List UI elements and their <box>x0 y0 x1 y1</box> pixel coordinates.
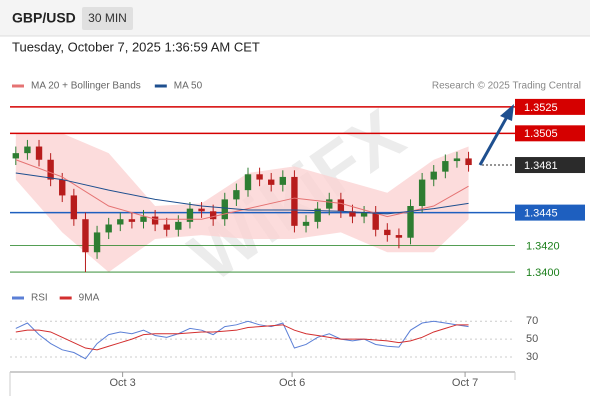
level-label: 1.3445 <box>524 208 558 220</box>
y-tick-label: 50 <box>526 333 538 345</box>
ma-line <box>15 159 469 220</box>
candle-body <box>349 211 356 217</box>
x-tick-label: Oct 3 <box>109 377 135 389</box>
level-box <box>515 98 585 115</box>
candle-body <box>314 208 321 222</box>
candle-body <box>279 176 287 185</box>
bollinger-band <box>15 133 469 273</box>
ma-line <box>15 172 469 215</box>
legend-label: MA 50 <box>174 81 203 92</box>
level-label: 1.3481 <box>524 160 558 172</box>
y-tick-label: 70 <box>526 315 538 327</box>
candle-body <box>337 199 345 212</box>
candle-body <box>442 161 449 172</box>
timeframe-badge <box>82 7 133 30</box>
candle-body <box>151 216 159 225</box>
timeframe: 30 MIN <box>88 11 127 25</box>
candle-body <box>268 179 275 185</box>
candle-body <box>70 195 78 220</box>
forecast-arrowhead <box>500 104 514 121</box>
level-box <box>515 125 585 142</box>
candle-body <box>12 153 19 159</box>
candle-body <box>47 159 54 180</box>
candle-body <box>395 235 403 238</box>
candle-body <box>93 232 101 253</box>
x-tick-label: Oct 7 <box>452 377 478 389</box>
candle-body <box>233 190 240 200</box>
candle-body <box>128 219 136 222</box>
candle-body <box>407 206 414 238</box>
candle-body <box>209 211 217 220</box>
level-label: 1.3420 <box>526 241 560 253</box>
level-label: 1.3400 <box>526 267 560 279</box>
candle-body <box>302 221 310 226</box>
forecast-arrow <box>478 114 510 166</box>
credit: Research © 2025 Trading Central <box>432 81 581 92</box>
candle-body <box>418 179 426 206</box>
candle-body <box>117 219 124 225</box>
level-label: 1.3525 <box>524 102 558 114</box>
candle-body <box>24 146 31 154</box>
candle-body <box>35 146 43 160</box>
x-tick-label: Oct 6 <box>279 377 305 389</box>
candle-body <box>453 158 461 162</box>
candle-body <box>163 224 170 230</box>
legend-label: 9MA <box>79 293 100 304</box>
candle-body <box>105 224 112 233</box>
candle-body <box>59 179 66 196</box>
candle-body <box>430 171 437 180</box>
candle-body <box>326 199 333 209</box>
candle-body <box>384 229 391 236</box>
candle-body <box>175 221 182 230</box>
indicator-line <box>15 324 469 351</box>
level-box <box>515 204 585 221</box>
indicator-line <box>15 320 469 360</box>
candle-body <box>221 199 228 220</box>
timestamp: Tuesday, October 7, 2025 1:36:59 AM CET <box>12 39 260 54</box>
y-tick-label: 30 <box>526 351 538 363</box>
candle-body <box>140 216 147 222</box>
legend-label: MA 20 + Bollinger Bands <box>31 81 141 92</box>
candle-body <box>360 212 368 217</box>
candle-body <box>82 219 89 253</box>
legend-label: RSI <box>31 293 48 304</box>
candle-body <box>291 176 298 226</box>
level-label: 1.3505 <box>524 128 558 140</box>
candle-body <box>186 208 194 222</box>
candle-body <box>372 212 379 230</box>
level-box <box>515 157 585 174</box>
symbol: GBP/USD <box>12 10 76 26</box>
candle-body <box>256 174 263 180</box>
candle-body <box>465 158 472 166</box>
candle-body <box>198 208 205 212</box>
candle-body <box>244 174 252 191</box>
